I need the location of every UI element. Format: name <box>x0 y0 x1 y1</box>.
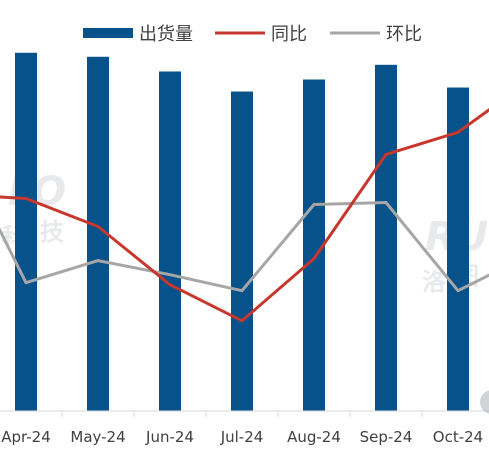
line-mom <box>0 201 489 293</box>
bar-May-24 <box>87 56 109 412</box>
bar-Oct-24 <box>447 87 469 411</box>
x-tick-label: Apr-24 <box>1 428 51 446</box>
x-tick-label: Jul-24 <box>220 428 264 446</box>
legend-label-shipments: 出货量 <box>139 24 193 45</box>
legend-label-mom: 环比 <box>386 24 422 45</box>
watermark-fragment: 技 <box>40 218 65 246</box>
x-tick-label: Sep-24 <box>360 428 413 446</box>
bar-Aug-24 <box>303 79 325 412</box>
x-tick-label: Oct-24 <box>433 428 483 446</box>
bar-Sep-24 <box>375 64 397 411</box>
line-yoy <box>0 108 489 323</box>
watermark-circle <box>480 390 489 414</box>
legend: 出货量 同比 环比 <box>83 24 422 45</box>
bar-Jul-24 <box>231 91 253 411</box>
bar-Apr-24 <box>15 52 37 411</box>
bar-Jun-24 <box>159 71 181 411</box>
legend-swatch-shipments <box>83 28 133 38</box>
x-axis: Apr-24 May-24 Jun-24 Jul-24 Aug-24 Sep-24 Oct-… <box>0 410 489 446</box>
legend-label-yoy: 同比 <box>271 24 307 45</box>
lines <box>0 108 489 323</box>
x-tick-label: Aug-24 <box>287 428 341 446</box>
x-tick-label: May-24 <box>70 428 125 446</box>
bars-shipments <box>15 52 469 412</box>
x-tick-label: Jun-24 <box>145 428 194 446</box>
